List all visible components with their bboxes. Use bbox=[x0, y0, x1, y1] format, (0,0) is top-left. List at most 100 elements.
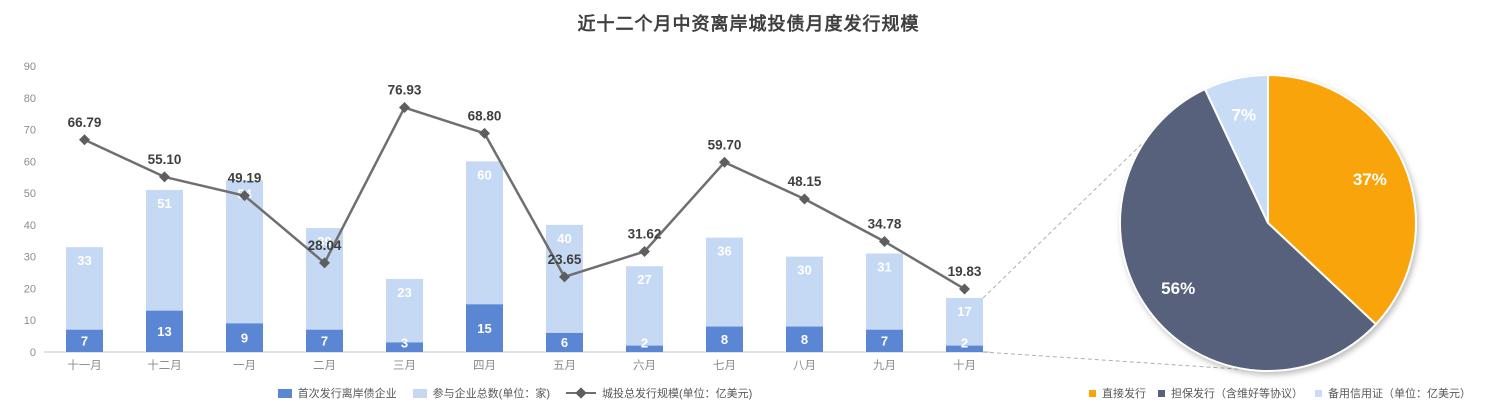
pie-slice bbox=[1119, 87, 1378, 372]
guaranteed-issue-swatch-icon bbox=[1158, 389, 1165, 397]
pie-slice bbox=[1203, 73, 1269, 224]
y-axis-tick-label: 10 bbox=[24, 315, 36, 327]
y-axis-tick-label: 80 bbox=[24, 93, 36, 105]
legend-item-standby-loc: 备用信用证（单位：亿美元） bbox=[1315, 385, 1471, 401]
y-axis-tick-label: 20 bbox=[24, 283, 36, 295]
x-axis-month-label: 二月 bbox=[313, 360, 336, 372]
x-axis-month-label: 九月 bbox=[873, 359, 896, 372]
pie-chart-legend: 直接发行 担保发行（含维好等协议） 备用信用证（单位：亿美元） bbox=[1080, 385, 1480, 401]
total-companies-value-label: 33 bbox=[77, 253, 91, 268]
total-companies-value-label: 23 bbox=[397, 285, 411, 300]
y-axis-tick-label: 0 bbox=[30, 347, 36, 359]
legend-label: 担保发行（含维好等协议） bbox=[1171, 388, 1303, 400]
issuance-value-label: 48.15 bbox=[788, 174, 822, 189]
total-companies-value-label: 31 bbox=[877, 259, 891, 274]
total-companies-value-label: 27 bbox=[637, 272, 651, 287]
x-axis-month-label: 八月 bbox=[793, 360, 816, 372]
bar-total-companies bbox=[386, 278, 423, 352]
first-time-value-label: 8 bbox=[721, 332, 728, 347]
issuance-value-label: 28.04 bbox=[308, 238, 342, 253]
line-diamond-marker bbox=[399, 102, 410, 114]
first-time-value-label: 8 bbox=[801, 332, 808, 347]
bar-total-companies bbox=[626, 266, 663, 352]
legend-item-total-companies: 参与企业总数(单位：家) bbox=[412, 385, 550, 401]
total-bar-swatch-icon bbox=[412, 388, 427, 398]
bar-total-companies bbox=[946, 297, 983, 352]
issuance-value-label: 23.65 bbox=[548, 252, 582, 267]
bar-first-time-issuers bbox=[786, 326, 823, 352]
issuance-value-label: 31.62 bbox=[628, 227, 662, 242]
issuance-value-label: 76.93 bbox=[388, 83, 422, 98]
legend-label: 直接发行 bbox=[1102, 388, 1146, 400]
bar-first-time-issuers bbox=[706, 326, 743, 352]
issuance-value-label: 49.19 bbox=[228, 171, 262, 186]
line-diamond-marker bbox=[559, 271, 570, 283]
legend-item-guaranteed-issue: 担保发行（含维好等协议） bbox=[1158, 385, 1303, 401]
x-axis-month-label: 一月 bbox=[233, 360, 256, 372]
bar-first-time-issuers bbox=[546, 332, 583, 352]
total-companies-value-label: 40 bbox=[557, 231, 571, 246]
chart-title: 近十二个月中资离岸城投债月度发行规模 bbox=[577, 14, 920, 34]
first-time-bar-swatch-icon bbox=[277, 388, 292, 398]
pie-percent-label: 37% bbox=[1353, 170, 1387, 189]
issuance-value-label: 19.83 bbox=[948, 264, 982, 279]
direct-issue-swatch-icon bbox=[1089, 389, 1096, 397]
line-diamond-marker bbox=[719, 156, 730, 168]
x-axis-month-label: 三月 bbox=[393, 360, 416, 372]
y-axis-tick-label: 30 bbox=[24, 252, 36, 264]
bar-first-time-issuers bbox=[626, 345, 663, 352]
first-time-value-label: 6 bbox=[561, 335, 568, 350]
y-axis-tick-label: 90 bbox=[24, 61, 36, 73]
line-diamond-marker bbox=[159, 171, 170, 183]
issuance-value-label: 34.78 bbox=[868, 216, 902, 231]
total-companies-value-label: 30 bbox=[797, 263, 811, 278]
bar-first-time-issuers bbox=[946, 345, 983, 352]
x-axis-month-label: 四月 bbox=[473, 360, 496, 372]
line-diamond-marker bbox=[319, 257, 330, 269]
y-axis-tick-label: 40 bbox=[24, 220, 36, 232]
issuance-line bbox=[83, 106, 966, 291]
x-axis-month-label: 七月 bbox=[713, 359, 736, 372]
first-time-value-label: 13 bbox=[157, 324, 171, 339]
bar-first-time-issuers bbox=[226, 323, 263, 352]
line-diamond-marker bbox=[879, 235, 890, 247]
issuance-value-label: 55.10 bbox=[148, 152, 182, 167]
pie-percent-label: 7% bbox=[1231, 106, 1256, 125]
pie-connector-line-top bbox=[982, 138, 1148, 299]
issuance-value-label: 59.70 bbox=[708, 137, 742, 152]
legend-label: 备用信用证（单位：亿美元） bbox=[1328, 388, 1471, 400]
bar-total-companies bbox=[546, 224, 583, 352]
bar-first-time-issuers bbox=[306, 329, 343, 352]
x-axis-month-label: 六月 bbox=[633, 359, 656, 372]
total-companies-value-label: 60 bbox=[477, 167, 491, 182]
line-diamond-marker bbox=[799, 193, 810, 205]
first-time-value-label: 9 bbox=[241, 330, 248, 345]
bar-first-time-issuers bbox=[146, 310, 183, 352]
line-with-diamond-swatch-icon bbox=[566, 387, 596, 399]
first-time-value-label: 2 bbox=[961, 336, 968, 351]
pie-percent-label: 56% bbox=[1161, 279, 1195, 298]
legend-label: 参与企业总数(单位：家) bbox=[432, 388, 550, 400]
pie-connector-line-bottom bbox=[982, 351, 1253, 371]
line-diamond-marker bbox=[479, 127, 490, 139]
total-companies-value-label: 39 bbox=[317, 234, 331, 249]
x-axis-month-label: 十月 bbox=[953, 358, 976, 372]
combo-chart-legend: 首次发行离岸债企业 参与企业总数(单位：家) 城投总发行规模(单位：亿美元) bbox=[40, 385, 990, 401]
first-time-value-label: 15 bbox=[477, 321, 491, 336]
issuance-value-label: 66.79 bbox=[68, 115, 102, 130]
y-axis-tick-label: 60 bbox=[24, 156, 36, 168]
x-axis-month-label: 十一月 bbox=[67, 358, 102, 372]
legend-label: 城投总发行规模(单位：亿美元) bbox=[602, 388, 753, 400]
total-companies-value-label: 51 bbox=[157, 196, 171, 211]
line-diamond-marker bbox=[639, 246, 650, 258]
x-axis-month-label: 五月 bbox=[553, 360, 576, 372]
line-diamond-marker bbox=[79, 134, 90, 146]
first-time-value-label: 3 bbox=[401, 336, 408, 351]
legend-item-direct-issue: 直接发行 bbox=[1089, 385, 1146, 401]
legend-label: 首次发行离岸债企业 bbox=[297, 388, 397, 400]
bar-first-time-issuers bbox=[466, 304, 503, 352]
legend-item-first-time: 首次发行离岸债企业 bbox=[277, 385, 397, 401]
y-axis-tick-label: 70 bbox=[24, 125, 36, 137]
